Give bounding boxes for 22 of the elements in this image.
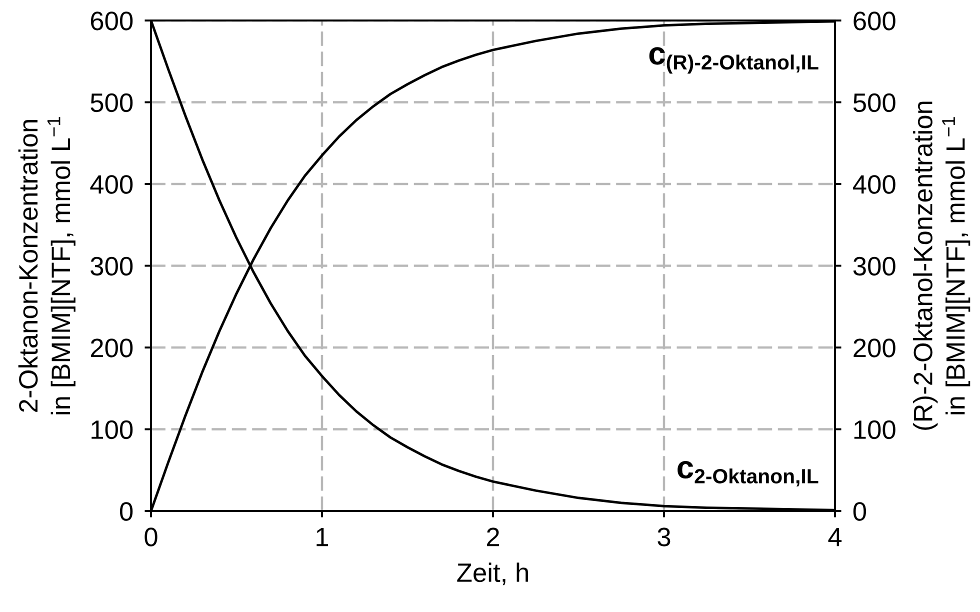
y2-tick-label: 400 — [852, 175, 896, 194]
y-tick-label: 0 — [120, 502, 133, 521]
x-tick-label: 0 — [144, 528, 158, 546]
y2-tick-label: 200 — [854, 338, 896, 358]
x-tick-label: 4 — [828, 528, 842, 546]
y2-tick-label: 100 — [854, 420, 896, 440]
x-tick-label: 2 — [486, 528, 500, 546]
x-axis-title: Zeit, h — [457, 562, 528, 586]
y-axis-title: 2-Oktanon-Konzentration in [BMIM][NTF], mmol L$^{−1}$ — [18, 117, 76, 414]
y2-tick-label: 600 — [854, 12, 896, 30]
x-tick-label: 3 — [658, 528, 670, 546]
y-tick-label: 500 — [90, 93, 133, 112]
y-tick-label: 400 — [90, 175, 133, 194]
y2-axis-title: (R)-2-Oktanol-Konzentration in [BMIM][NTF], mmol L$^{−1}$ — [913, 102, 970, 430]
y2-tick-label: 0 — [853, 502, 866, 521]
y-tick-label: 600 — [90, 12, 133, 30]
y2-tick-label: 500 — [853, 93, 896, 112]
y-tick-label: 100 — [92, 420, 133, 440]
y-tick-label: 200 — [90, 338, 133, 358]
x-tick-label: 1 — [316, 528, 328, 546]
y2-tick-label: 300 — [853, 256, 896, 276]
y-tick-label: 300 — [90, 256, 133, 276]
